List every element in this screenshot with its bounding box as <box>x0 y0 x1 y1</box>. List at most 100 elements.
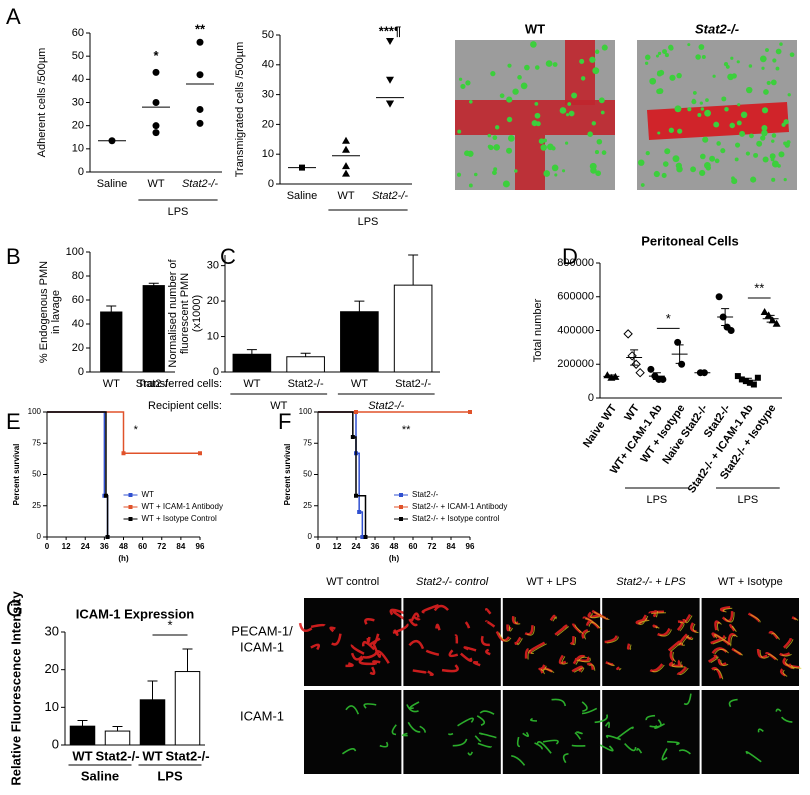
cell <box>699 101 703 105</box>
cell <box>736 120 742 126</box>
error-bar <box>675 344 684 364</box>
y-tick-label: 30 <box>262 89 274 101</box>
panel-letter: A <box>6 4 21 29</box>
stain <box>298 608 408 676</box>
cell <box>502 180 510 188</box>
cell <box>653 170 660 178</box>
cell <box>492 135 498 141</box>
cell <box>705 98 709 102</box>
y-tick-label: 20 <box>207 295 219 307</box>
cell <box>645 150 650 156</box>
error-bar <box>721 308 730 326</box>
y-tick-label: 0 <box>52 736 59 751</box>
cell <box>595 170 602 177</box>
cell <box>759 55 767 63</box>
cell <box>770 79 777 86</box>
micrograph <box>304 598 402 686</box>
cell <box>702 136 709 143</box>
cell <box>561 169 566 173</box>
y-axis-label: (x1000) <box>191 295 203 332</box>
stain <box>498 613 604 675</box>
cell <box>713 121 720 128</box>
cell <box>567 102 572 106</box>
cell <box>716 141 721 146</box>
group-label: WT <box>270 400 287 412</box>
cell <box>769 153 776 160</box>
bar <box>232 353 272 373</box>
error-bar <box>147 680 158 700</box>
cell <box>724 107 729 112</box>
cell <box>677 128 683 134</box>
bar <box>100 311 123 373</box>
cell <box>739 130 746 137</box>
cell <box>763 89 769 95</box>
error-bar <box>743 377 752 383</box>
cell <box>672 155 680 163</box>
x-tick-label: 12 <box>62 542 71 551</box>
y-axis-label: Percent survival <box>12 444 21 506</box>
cell <box>762 156 769 163</box>
cell <box>690 166 697 173</box>
annotation: * <box>666 311 671 326</box>
y-axis-label: Normalised number of <box>167 258 179 367</box>
survival-marker <box>354 410 358 414</box>
cell <box>734 157 739 162</box>
cell <box>506 96 513 103</box>
x-tick-label: 12 <box>333 542 342 551</box>
error-bar <box>77 720 88 727</box>
column-label: WT + Isotype <box>718 576 783 588</box>
cell <box>772 58 777 63</box>
panel-letter: D <box>562 244 578 269</box>
x-tick-label: Stat2-/- <box>395 378 431 390</box>
x-tick-label: Stat2-/- <box>288 378 324 390</box>
cell <box>725 65 730 69</box>
cell <box>579 58 585 64</box>
cell <box>640 183 645 187</box>
row-label: ICAM-1 <box>240 708 284 723</box>
cell <box>761 125 768 132</box>
data-point <box>760 307 769 315</box>
stain <box>341 703 397 755</box>
cell <box>662 49 667 54</box>
annotation: * <box>153 48 159 63</box>
x-tick-label: 72 <box>157 542 166 551</box>
error-bar <box>630 349 639 366</box>
cell <box>534 65 540 70</box>
x-tick-label: WT <box>622 402 642 423</box>
data-point <box>152 99 160 106</box>
cell <box>644 61 649 65</box>
data-point <box>772 319 781 327</box>
bar <box>142 285 165 373</box>
data-point <box>623 329 633 339</box>
panel-letter: E <box>6 409 21 434</box>
row-label: ICAM-1 <box>240 639 284 654</box>
y-axis-label: Transmigrated cells /500µm <box>234 42 246 178</box>
legend-marker <box>128 505 133 509</box>
cell <box>697 112 702 117</box>
cell <box>594 49 600 55</box>
y-axis-label: Total number <box>532 298 544 362</box>
cell <box>737 103 741 107</box>
survival-marker <box>360 535 365 539</box>
data-point <box>635 367 645 378</box>
x-tick-label: WT <box>142 748 162 763</box>
y-tick-label: 10 <box>262 148 274 160</box>
survival-marker <box>350 435 355 439</box>
y-tick-label: 50 <box>262 29 274 41</box>
cell <box>761 129 768 137</box>
panel-letter: G <box>6 596 23 621</box>
bar <box>286 356 325 373</box>
stain <box>594 693 692 761</box>
cell <box>591 121 597 126</box>
data-point <box>196 105 204 113</box>
y-axis-label: in lavage <box>50 290 62 334</box>
legend-marker <box>128 517 133 521</box>
y-tick-label: 25 <box>32 501 41 510</box>
cell <box>781 122 786 127</box>
vessel <box>565 40 595 105</box>
cell <box>559 107 567 114</box>
bar <box>340 311 379 373</box>
row-label: PECAM-1/ <box>231 623 293 638</box>
data-point <box>754 374 761 381</box>
